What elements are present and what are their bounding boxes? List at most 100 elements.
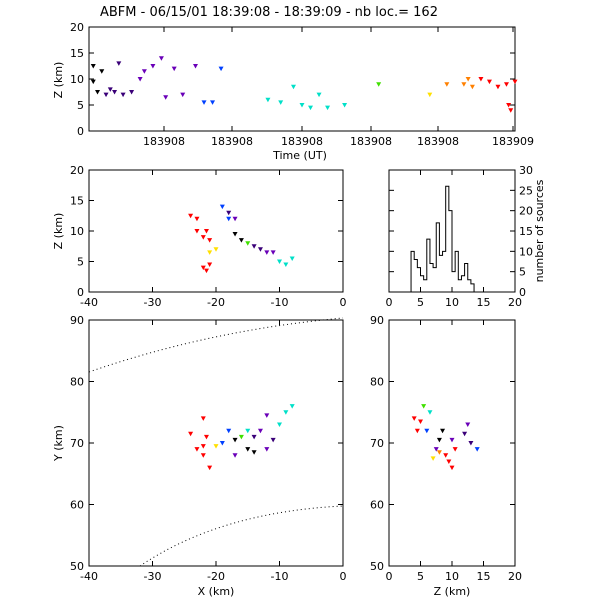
data-point (200, 416, 206, 421)
data-point (116, 61, 122, 66)
z-y-xlabel: Z (km) (434, 585, 471, 598)
data-point (129, 90, 135, 95)
y-tick-label: 50 (70, 560, 84, 573)
data-point (245, 428, 251, 434)
y-tick-label: 20 (519, 205, 533, 218)
data-point (200, 453, 206, 458)
y-tick-label: 50 (370, 560, 384, 573)
data-point (427, 410, 433, 415)
y-tick-label: 70 (70, 437, 84, 450)
y-tick-label: 10 (70, 225, 84, 238)
data-point (449, 437, 455, 443)
y-tick-label: 25 (519, 184, 533, 197)
data-point (264, 447, 270, 452)
upper-range-arc (88, 317, 344, 373)
data-point (219, 441, 225, 446)
y-tick-label: 80 (70, 376, 84, 389)
x-y-panel: X (km) Y (km) -40 -30 -20 -10 0 50 60 70 80 90 (52, 314, 347, 598)
data-point (232, 437, 238, 443)
data-point (120, 92, 126, 98)
y-tick-label: 10 (519, 245, 533, 258)
data-point (238, 434, 244, 440)
y-tick-label: 80 (370, 376, 384, 389)
data-point (218, 66, 224, 72)
data-point (150, 64, 156, 69)
data-point (90, 64, 96, 69)
data-point (474, 447, 480, 452)
data-point (207, 465, 213, 471)
data-point (210, 100, 216, 105)
y-tick-label: 90 (70, 314, 84, 327)
data-point (226, 210, 232, 216)
data-point (163, 95, 169, 100)
data-point (99, 69, 105, 74)
y-tick-label: 70 (370, 437, 384, 450)
data-point (203, 268, 209, 274)
data-point (325, 105, 331, 111)
x-tick-label: 183908 (281, 135, 323, 148)
y-tick-label: 10 (70, 73, 84, 86)
data-point (414, 428, 420, 434)
data-point (207, 250, 213, 255)
lower-range-arc (139, 505, 344, 567)
data-point (207, 262, 213, 268)
z-y-frame (388, 319, 516, 567)
y-tick-label: 30 (519, 164, 533, 177)
data-point (200, 235, 206, 240)
x-tick-label: 15 (477, 296, 491, 309)
data-point (213, 247, 219, 252)
x-tick-label: 183908 (211, 135, 253, 148)
x-z-frame (88, 169, 344, 293)
data-point (251, 244, 257, 249)
y-tick-label: 5 (519, 266, 526, 279)
data-point (465, 422, 471, 428)
data-point (270, 250, 276, 255)
x-tick-label: 183908 (143, 135, 185, 148)
data-point (203, 229, 209, 234)
y-tick-label: 60 (370, 499, 384, 512)
data-point (194, 447, 200, 452)
x-tick-label: 0 (386, 570, 393, 583)
data-point (264, 250, 270, 255)
data-point (200, 444, 206, 449)
data-point (478, 77, 484, 82)
data-point (95, 90, 101, 95)
data-point (226, 428, 232, 434)
data-point (245, 447, 251, 452)
data-point (251, 450, 257, 455)
data-point (203, 434, 209, 440)
x-tick-label: 20 (508, 570, 522, 583)
data-point (257, 247, 263, 252)
data-point (232, 453, 238, 458)
data-point (219, 204, 225, 210)
data-point (512, 79, 518, 85)
chart-title: ABFM - 06/15/01 18:39:08 - 18:39:09 - nb… (100, 5, 438, 20)
data-point (171, 66, 177, 72)
data-point (503, 82, 509, 87)
time-z-panel: Time (UT) Z (km) 183908 183908 183908 18390… (52, 21, 534, 162)
data-point (465, 77, 471, 82)
data-point (308, 105, 314, 111)
data-point (436, 437, 442, 443)
y-tick-label: 0 (519, 286, 526, 299)
data-point (427, 92, 433, 98)
data-point (446, 459, 452, 464)
x-tick-label: -20 (207, 570, 225, 583)
data-point (251, 434, 257, 440)
data-point (486, 79, 492, 85)
x-tick-label: 0 (340, 570, 347, 583)
data-point (444, 82, 450, 87)
x-tick-label: 0 (340, 296, 347, 309)
data-point (90, 79, 96, 85)
data-point (283, 410, 289, 415)
data-point (506, 103, 512, 108)
data-point (188, 431, 194, 437)
data-point (257, 428, 263, 434)
data-point (411, 416, 417, 421)
y-tick-label: 15 (519, 225, 533, 238)
data-point (188, 213, 194, 219)
x-tick-label: 183908 (417, 135, 459, 148)
data-point (469, 84, 475, 90)
